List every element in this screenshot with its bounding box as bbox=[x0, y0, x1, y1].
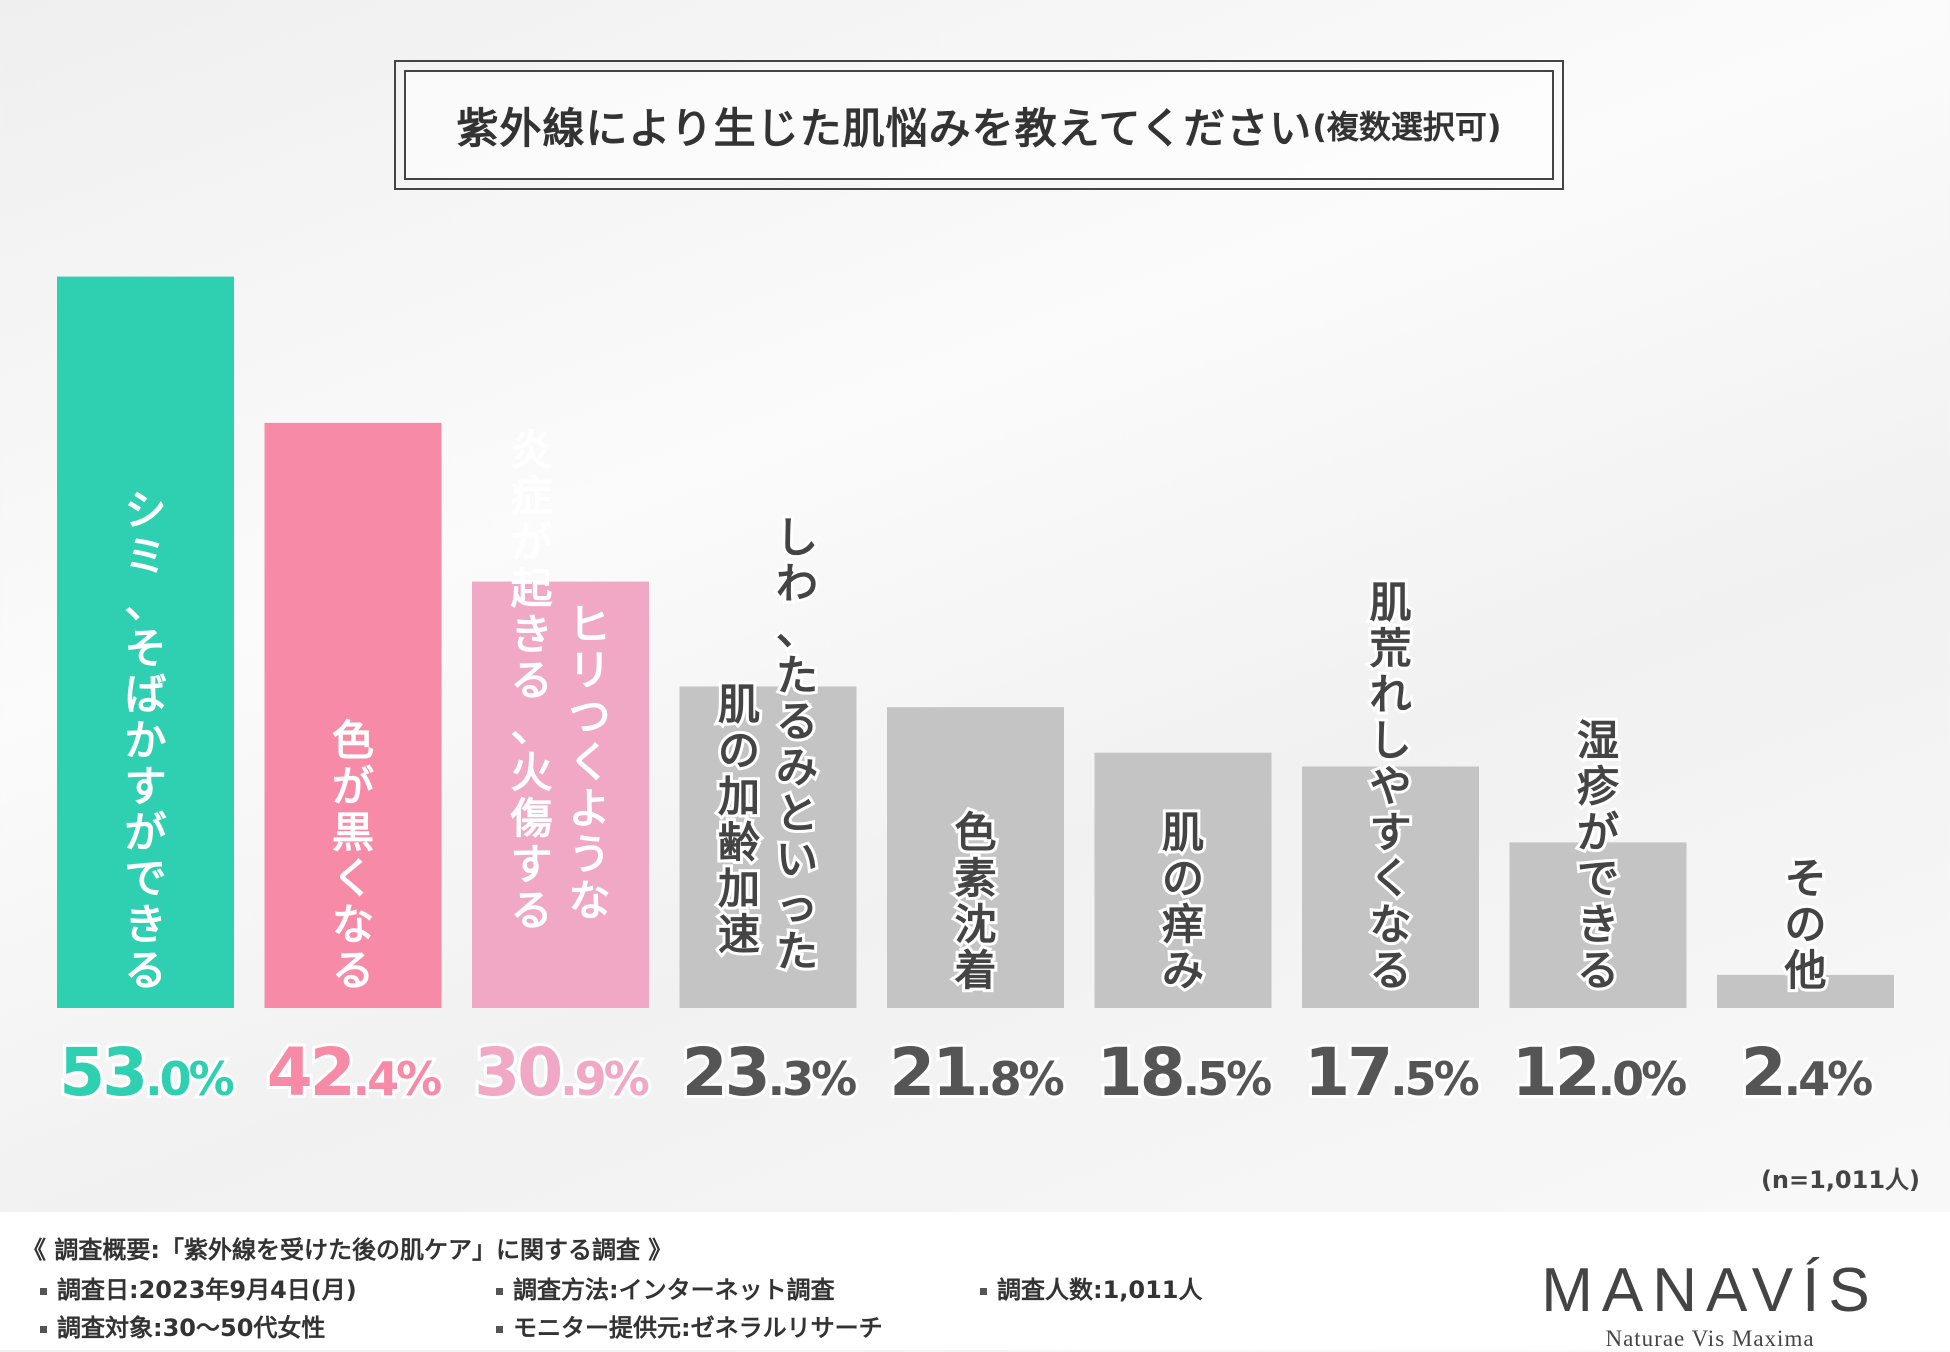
bullet-icon bbox=[40, 1325, 47, 1333]
survey-count: 調査人数:1,011人 bbox=[980, 1270, 1203, 1305]
bar-4 bbox=[679, 686, 857, 1008]
bar-8 bbox=[1509, 842, 1687, 1008]
value-label-7: 17.5% bbox=[1304, 1034, 1478, 1111]
survey-date: 調査日:2023年9月4日(月) bbox=[40, 1270, 357, 1305]
bullet-icon bbox=[980, 1287, 987, 1295]
category-label-3-line-2: 炎症が起きる、火傷する bbox=[509, 426, 553, 935]
value-label-3: 30.9% bbox=[474, 1034, 648, 1111]
value-label-4: 23.3% bbox=[682, 1034, 856, 1111]
value-label-5: 21.8% bbox=[889, 1034, 1063, 1111]
chart-title-frame: 紫外線により生じた肌悩みを教えてください (複数選択可) bbox=[394, 60, 1564, 190]
category-label-4-line-2: 肌の加齢加速 bbox=[718, 680, 760, 959]
brand-logo-wordmark: MANAVÍS bbox=[1541, 1256, 1879, 1325]
survey-method-text: 調査方法:インターネット調査 bbox=[513, 1276, 835, 1304]
bar-7 bbox=[1302, 766, 1479, 1008]
bullet-icon bbox=[496, 1325, 503, 1333]
survey-provider: モニター提供元:ゼネラルリサーチ bbox=[496, 1308, 883, 1343]
bar-1 bbox=[57, 276, 234, 1009]
brand-logo-tagline: Naturae Vis Maxima bbox=[1605, 1326, 1815, 1351]
category-label-8: 湿疹ができる bbox=[1577, 716, 1620, 995]
category-label-9: その他 bbox=[1783, 854, 1826, 995]
category-label-1: シミ、そばかすができる bbox=[124, 486, 166, 995]
value-label-9: 2.4% bbox=[1741, 1034, 1872, 1111]
survey-footer: 《 調査概要:「紫外線を受けた後の肌ケア」に関する調査 》 調査日:2023年9… bbox=[0, 1212, 1950, 1352]
category-label-5: 色素沈着 bbox=[954, 808, 996, 995]
survey-provider-text: モニター提供元:ゼネラルリサーチ bbox=[513, 1314, 883, 1342]
survey-method: 調査方法:インターネット調査 bbox=[496, 1270, 835, 1305]
bar-2 bbox=[264, 422, 442, 1008]
category-label-2: 色が黒くなる bbox=[332, 716, 374, 995]
value-label-6: 18.5% bbox=[1097, 1034, 1271, 1111]
survey-overview-heading: 《 調査概要:「紫外線を受けた後の肌ケア」に関する調査 》 bbox=[22, 1236, 673, 1264]
category-label-3-line-1: ヒリつくような bbox=[568, 600, 610, 925]
survey-target: 調査対象:30〜50代女性 bbox=[40, 1308, 325, 1343]
sample-size-label: (n=1,011人) bbox=[1760, 1166, 1920, 1194]
bar-5 bbox=[887, 707, 1064, 1008]
category-label-6: 肌の痒み bbox=[1162, 808, 1204, 995]
survey-target-text: 調査対象:30〜50代女性 bbox=[57, 1314, 326, 1342]
value-label-8: 12.0% bbox=[1512, 1034, 1686, 1111]
chart-title-inner-frame: 紫外線により生じた肌悩みを教えてください (複数選択可) bbox=[404, 70, 1554, 180]
category-label-4-line-1: しわ、たるみといった bbox=[776, 513, 818, 976]
survey-date-text: 調査日:2023年9月4日(月) bbox=[57, 1276, 357, 1304]
bar-chart: シミ、そばかすができる 53.0% 色が黒くなる 42.4% ヒリつくような炎症が起きる… bbox=[57, 276, 1894, 1111]
survey-count-text: 調査人数:1,011人 bbox=[997, 1276, 1203, 1304]
bar-6 bbox=[1094, 752, 1272, 1008]
category-label-7: 肌荒れしやすくなる bbox=[1369, 578, 1411, 995]
bar-9 bbox=[1717, 974, 1894, 1008]
value-label-2: 42.4% bbox=[267, 1034, 441, 1111]
brand-logo: MANAVÍS Naturae Vis Maxima bbox=[1500, 1260, 1920, 1352]
bullet-icon bbox=[496, 1287, 503, 1295]
value-label-1: 53.0% bbox=[59, 1034, 233, 1111]
bullet-icon bbox=[40, 1287, 47, 1295]
chart-title: 紫外線により生じた肌悩みを教えてください bbox=[456, 103, 1313, 153]
chart-title-suffix: (複数選択可) bbox=[1312, 108, 1502, 146]
bar-3 bbox=[472, 581, 649, 1008]
